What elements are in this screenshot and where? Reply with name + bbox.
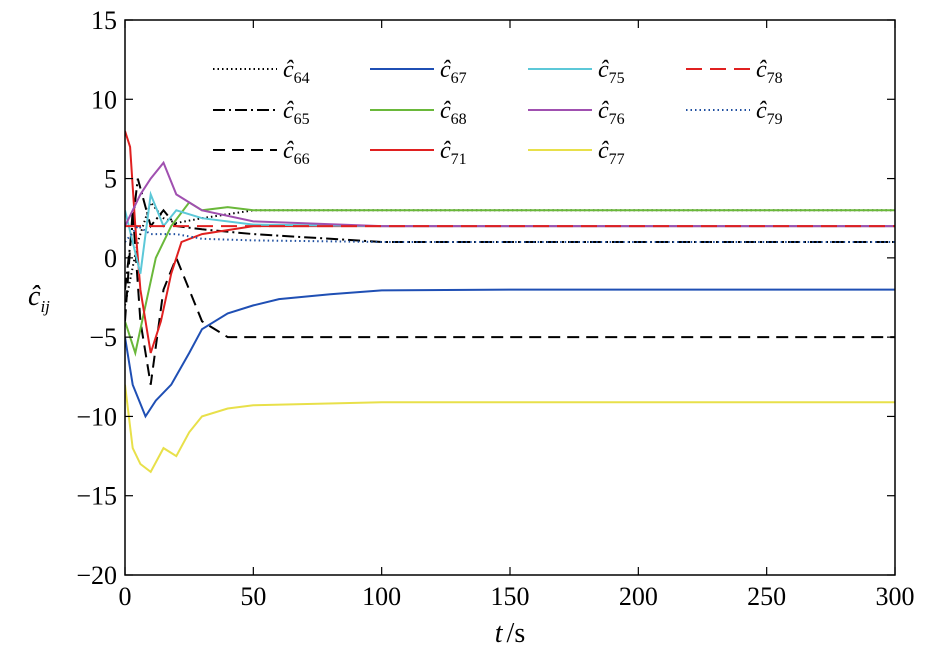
- legend-label: ĉ65: [283, 98, 310, 128]
- y-tick-label: 10: [91, 85, 117, 114]
- y-tick-label: −10: [76, 402, 117, 431]
- legend-entry-c65: ĉ65: [213, 98, 310, 128]
- legend-label: ĉ67: [440, 57, 467, 87]
- legend-entry-c68: ĉ68: [370, 98, 467, 128]
- x-tick-label: 0: [119, 582, 132, 611]
- series-line-c65: [125, 178, 895, 290]
- legend-label: ĉ66: [283, 138, 310, 168]
- legend-entry-c71: ĉ71: [370, 138, 467, 168]
- legend-entry-c79: ĉ79: [686, 98, 783, 128]
- series-line-c68: [125, 201, 895, 357]
- y-tick-label: 5: [104, 165, 117, 194]
- x-tick-label: 50: [240, 582, 266, 611]
- x-tick-label: 100: [362, 582, 401, 611]
- legend-label: ĉ71: [440, 138, 467, 168]
- x-tick-label: 150: [491, 582, 530, 611]
- legend-label: ĉ78: [756, 57, 783, 87]
- y-tick-label: −15: [76, 482, 117, 511]
- y-tick-label: −20: [76, 561, 117, 590]
- legend-entry-c76: ĉ76: [528, 98, 625, 128]
- series-line-c79: [125, 224, 895, 243]
- legend-label: ĉ76: [598, 98, 625, 128]
- axis-ticks: 0 50 100 150 200 250 300 −20 −15 −10 −5 0 5 10 15: [76, 6, 914, 611]
- legend-entry-c75: ĉ75: [528, 57, 625, 87]
- series-line-c77: [125, 384, 895, 474]
- legend-entry-c64: ĉ64: [213, 57, 310, 87]
- legend: ĉ64 ĉ65 ĉ66 ĉ67 ĉ68 ĉ71 ĉ75 ĉ76 ĉ77 ĉ78 ĉ79: [213, 57, 783, 168]
- series-line-c64: [125, 200, 895, 306]
- x-tick-label: 200: [619, 582, 658, 611]
- legend-label: ĉ75: [598, 57, 625, 87]
- axis-titles: t/s ĉij: [28, 281, 525, 649]
- series-line-c66: [125, 210, 895, 385]
- series-line-c67: [125, 288, 895, 419]
- y-tick-label: −5: [89, 323, 117, 352]
- y-tick-label: 15: [91, 6, 117, 35]
- legend-label: ĉ77: [598, 138, 625, 168]
- y-axis-title: ĉij: [28, 281, 50, 316]
- legend-label: ĉ79: [756, 98, 783, 128]
- plot-frame: [124, 19, 896, 576]
- legend-entry-c66: ĉ66: [213, 138, 310, 168]
- series-line-c76: [125, 160, 895, 228]
- x-tick-label: 250: [747, 582, 786, 611]
- legend-label: ĉ68: [440, 98, 467, 128]
- x-axis-title: t/s: [495, 618, 525, 649]
- series-line-c75: [125, 190, 895, 274]
- x-tick-label: 300: [876, 582, 915, 611]
- legend-entry-c77: ĉ77: [528, 138, 625, 168]
- legend-entry-c67: ĉ67: [370, 57, 467, 87]
- legend-label: ĉ64: [283, 57, 310, 87]
- legend-entry-c78: ĉ78: [686, 57, 783, 87]
- y-tick-label: 0: [104, 244, 117, 273]
